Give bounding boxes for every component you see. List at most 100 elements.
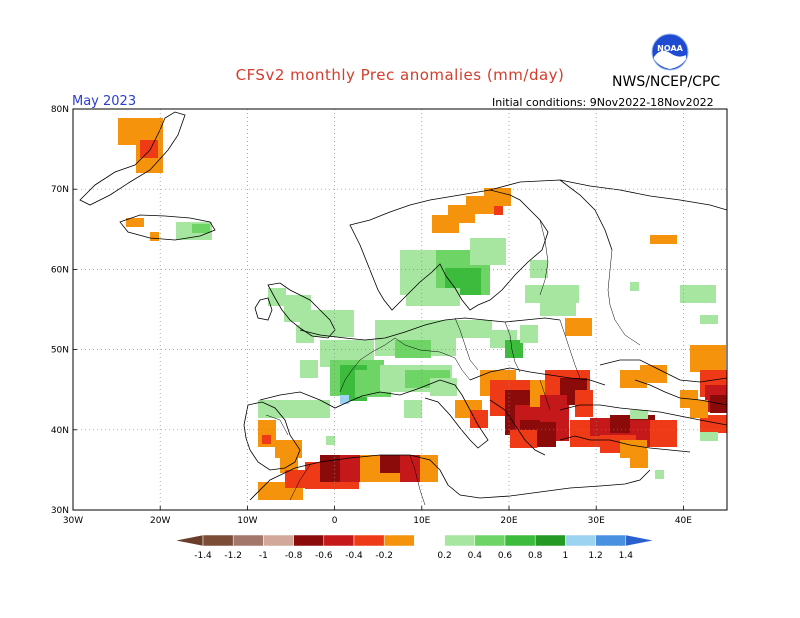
colorbar-swatch <box>534 534 566 547</box>
colorbar-right-arrow <box>625 534 654 547</box>
colorbar-label: -1 <box>259 551 268 561</box>
colorbar-swatch <box>595 534 627 547</box>
anomaly-cell <box>420 455 438 482</box>
colorbar-swatch <box>444 534 476 547</box>
colorbar-swatch <box>504 534 536 547</box>
anomaly-cell <box>406 288 460 306</box>
initial-conditions: Initial conditions: 9Nov2022-18Nov2022 <box>492 96 714 109</box>
lat-tick-label: 70N <box>51 185 69 195</box>
anomaly-layer <box>118 118 727 500</box>
colorbar-swatch <box>202 534 234 547</box>
anomaly-cell <box>150 232 159 241</box>
anomaly-cell <box>640 365 667 383</box>
anomaly-cell <box>140 140 158 158</box>
lat-tick-label: 30N <box>51 506 69 516</box>
lon-tick-label: 40E <box>675 516 692 526</box>
noaa-logo-text: NOAA <box>657 44 683 53</box>
colorbar-label: 0.6 <box>498 551 513 561</box>
colorbar-swatch <box>232 534 264 547</box>
anomaly-cell <box>470 238 506 265</box>
noaa-logo-icon: NOAA <box>651 33 689 75</box>
anomaly-cell <box>145 118 163 136</box>
colorbar-label: -0.6 <box>315 551 333 561</box>
anomaly-cell <box>404 400 422 418</box>
lon-tick-label: 20W <box>150 516 170 526</box>
anomaly-cell <box>650 235 677 244</box>
anomaly-cell <box>630 282 639 291</box>
colorbar-swatch <box>323 534 355 547</box>
lon-tick-labels: 30W 20W 10W 0 10E 20E 30E 40E <box>63 506 692 526</box>
lat-tick-labels: 80N 70N 60N 50N 40N 30N <box>51 105 77 516</box>
colorbar-swatch <box>414 534 445 547</box>
british-isles-pos <box>268 288 286 306</box>
anomaly-cell <box>494 206 503 215</box>
lat-tick-label: 40N <box>51 426 69 436</box>
colorbar-label: 1 <box>563 551 569 561</box>
colorbar-swatch <box>293 534 325 547</box>
anomaly-cell <box>700 432 718 441</box>
colorbar-label: 0.8 <box>528 551 543 561</box>
anomaly-cell <box>340 395 349 404</box>
colorbar-swatch <box>353 534 385 547</box>
anomaly-cell <box>456 320 492 338</box>
scandinavia-pos <box>400 250 436 295</box>
colorbar-swatch <box>263 534 294 547</box>
anomaly-cell <box>575 390 593 417</box>
anomaly-cell <box>540 298 576 316</box>
anomaly-cell <box>262 435 271 444</box>
anomaly-cell <box>326 436 335 445</box>
colorbar-swatch <box>383 534 415 547</box>
forecast-month: May 2023 <box>72 94 137 109</box>
anomaly-cell <box>192 224 210 233</box>
anomaly-cell <box>690 345 726 372</box>
coastline-layer <box>79 111 727 501</box>
agency-label: NWS/NCEP/CPC <box>612 74 721 90</box>
anomaly-cell <box>470 410 488 428</box>
colorbar-label: -0.2 <box>375 551 393 561</box>
anomaly-cell <box>395 340 431 358</box>
anomaly-cell <box>655 470 664 479</box>
lon-tick-label: 0 <box>332 516 338 526</box>
anomaly-cell <box>510 430 537 448</box>
colorbar-label: 0.4 <box>468 551 483 561</box>
lon-tick-label: 30W <box>63 516 83 526</box>
anomaly-cell <box>300 360 318 378</box>
colorbar-swatch <box>565 534 596 547</box>
anomaly-cell <box>565 318 592 336</box>
anomaly-cell <box>505 340 523 358</box>
map-frame <box>72 108 728 511</box>
colorbar-label: -0.8 <box>285 551 303 561</box>
anomaly-cell <box>520 325 538 343</box>
lon-tick-label: 10E <box>413 516 430 526</box>
colorbar-label: -1.4 <box>194 551 212 561</box>
lat-tick-label: 80N <box>51 105 69 115</box>
anomaly-cell <box>680 285 716 303</box>
iberia-north-pos <box>258 400 330 418</box>
anomaly-cell <box>700 315 718 324</box>
lat-tick-label: 60N <box>51 265 69 275</box>
anomaly-cell <box>484 188 511 206</box>
lon-tick-label: 30E <box>588 516 605 526</box>
chart-title: CFSv2 monthly Prec anomalies (mm/day) <box>235 66 565 84</box>
lat-tick-label: 50N <box>51 346 69 356</box>
anomaly-cell <box>630 410 648 419</box>
anomaly-cell <box>650 420 677 447</box>
anomaly-cell <box>296 325 314 343</box>
colorbar-label: -0.4 <box>345 551 363 561</box>
anomaly-cell <box>126 218 144 227</box>
anomaly-cell <box>540 395 567 422</box>
colorbar-label: -1.2 <box>224 551 242 561</box>
anomaly-cell <box>630 450 648 468</box>
lon-tick-label: 20E <box>500 516 517 526</box>
colorbar-label: 0.2 <box>437 551 451 561</box>
anomaly-cell <box>430 378 457 396</box>
colorbar-label: 1.4 <box>619 551 634 561</box>
anomaly-cell <box>710 395 727 413</box>
border-layer <box>265 219 641 506</box>
colorbar: -1.4 -1.2 -1 -0.8 -0.6 -0.4 -0.2 0.2 0.4 0.6 0.8 1 1… <box>174 534 654 561</box>
anomaly-cell <box>700 415 727 433</box>
anomaly-cell <box>530 260 548 278</box>
colorbar-label: 1.2 <box>588 551 602 561</box>
colorbar-swatch <box>474 534 506 547</box>
